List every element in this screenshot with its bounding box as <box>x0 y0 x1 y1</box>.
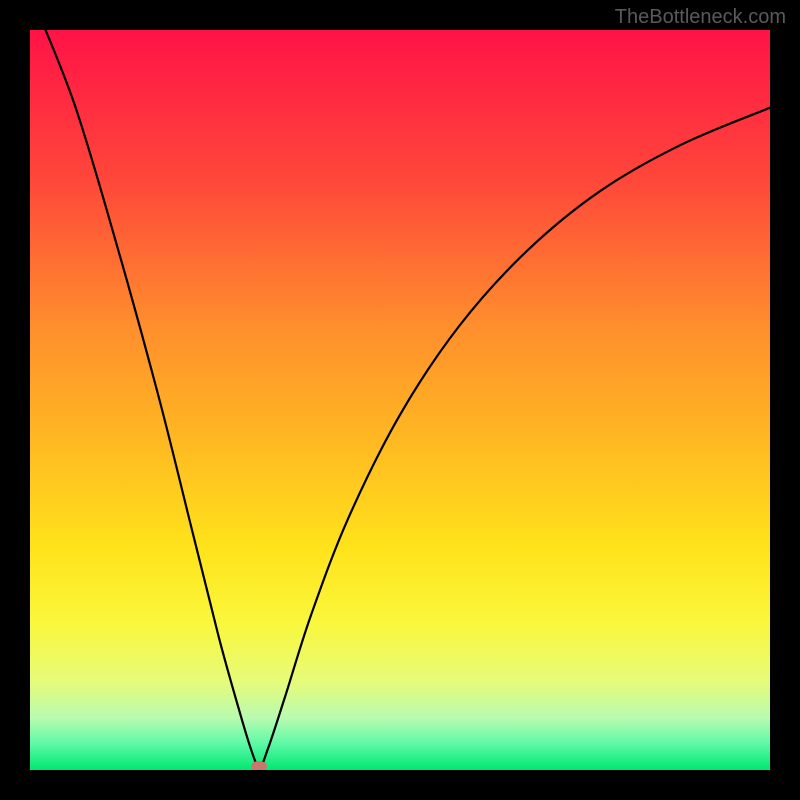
plot-area <box>30 30 770 770</box>
curve-layer <box>30 30 770 770</box>
v-curve <box>30 30 770 767</box>
min-point-marker <box>251 761 267 770</box>
watermark-text: TheBottleneck.com <box>615 6 786 29</box>
chart-stage: TheBottleneck.com <box>0 0 800 800</box>
